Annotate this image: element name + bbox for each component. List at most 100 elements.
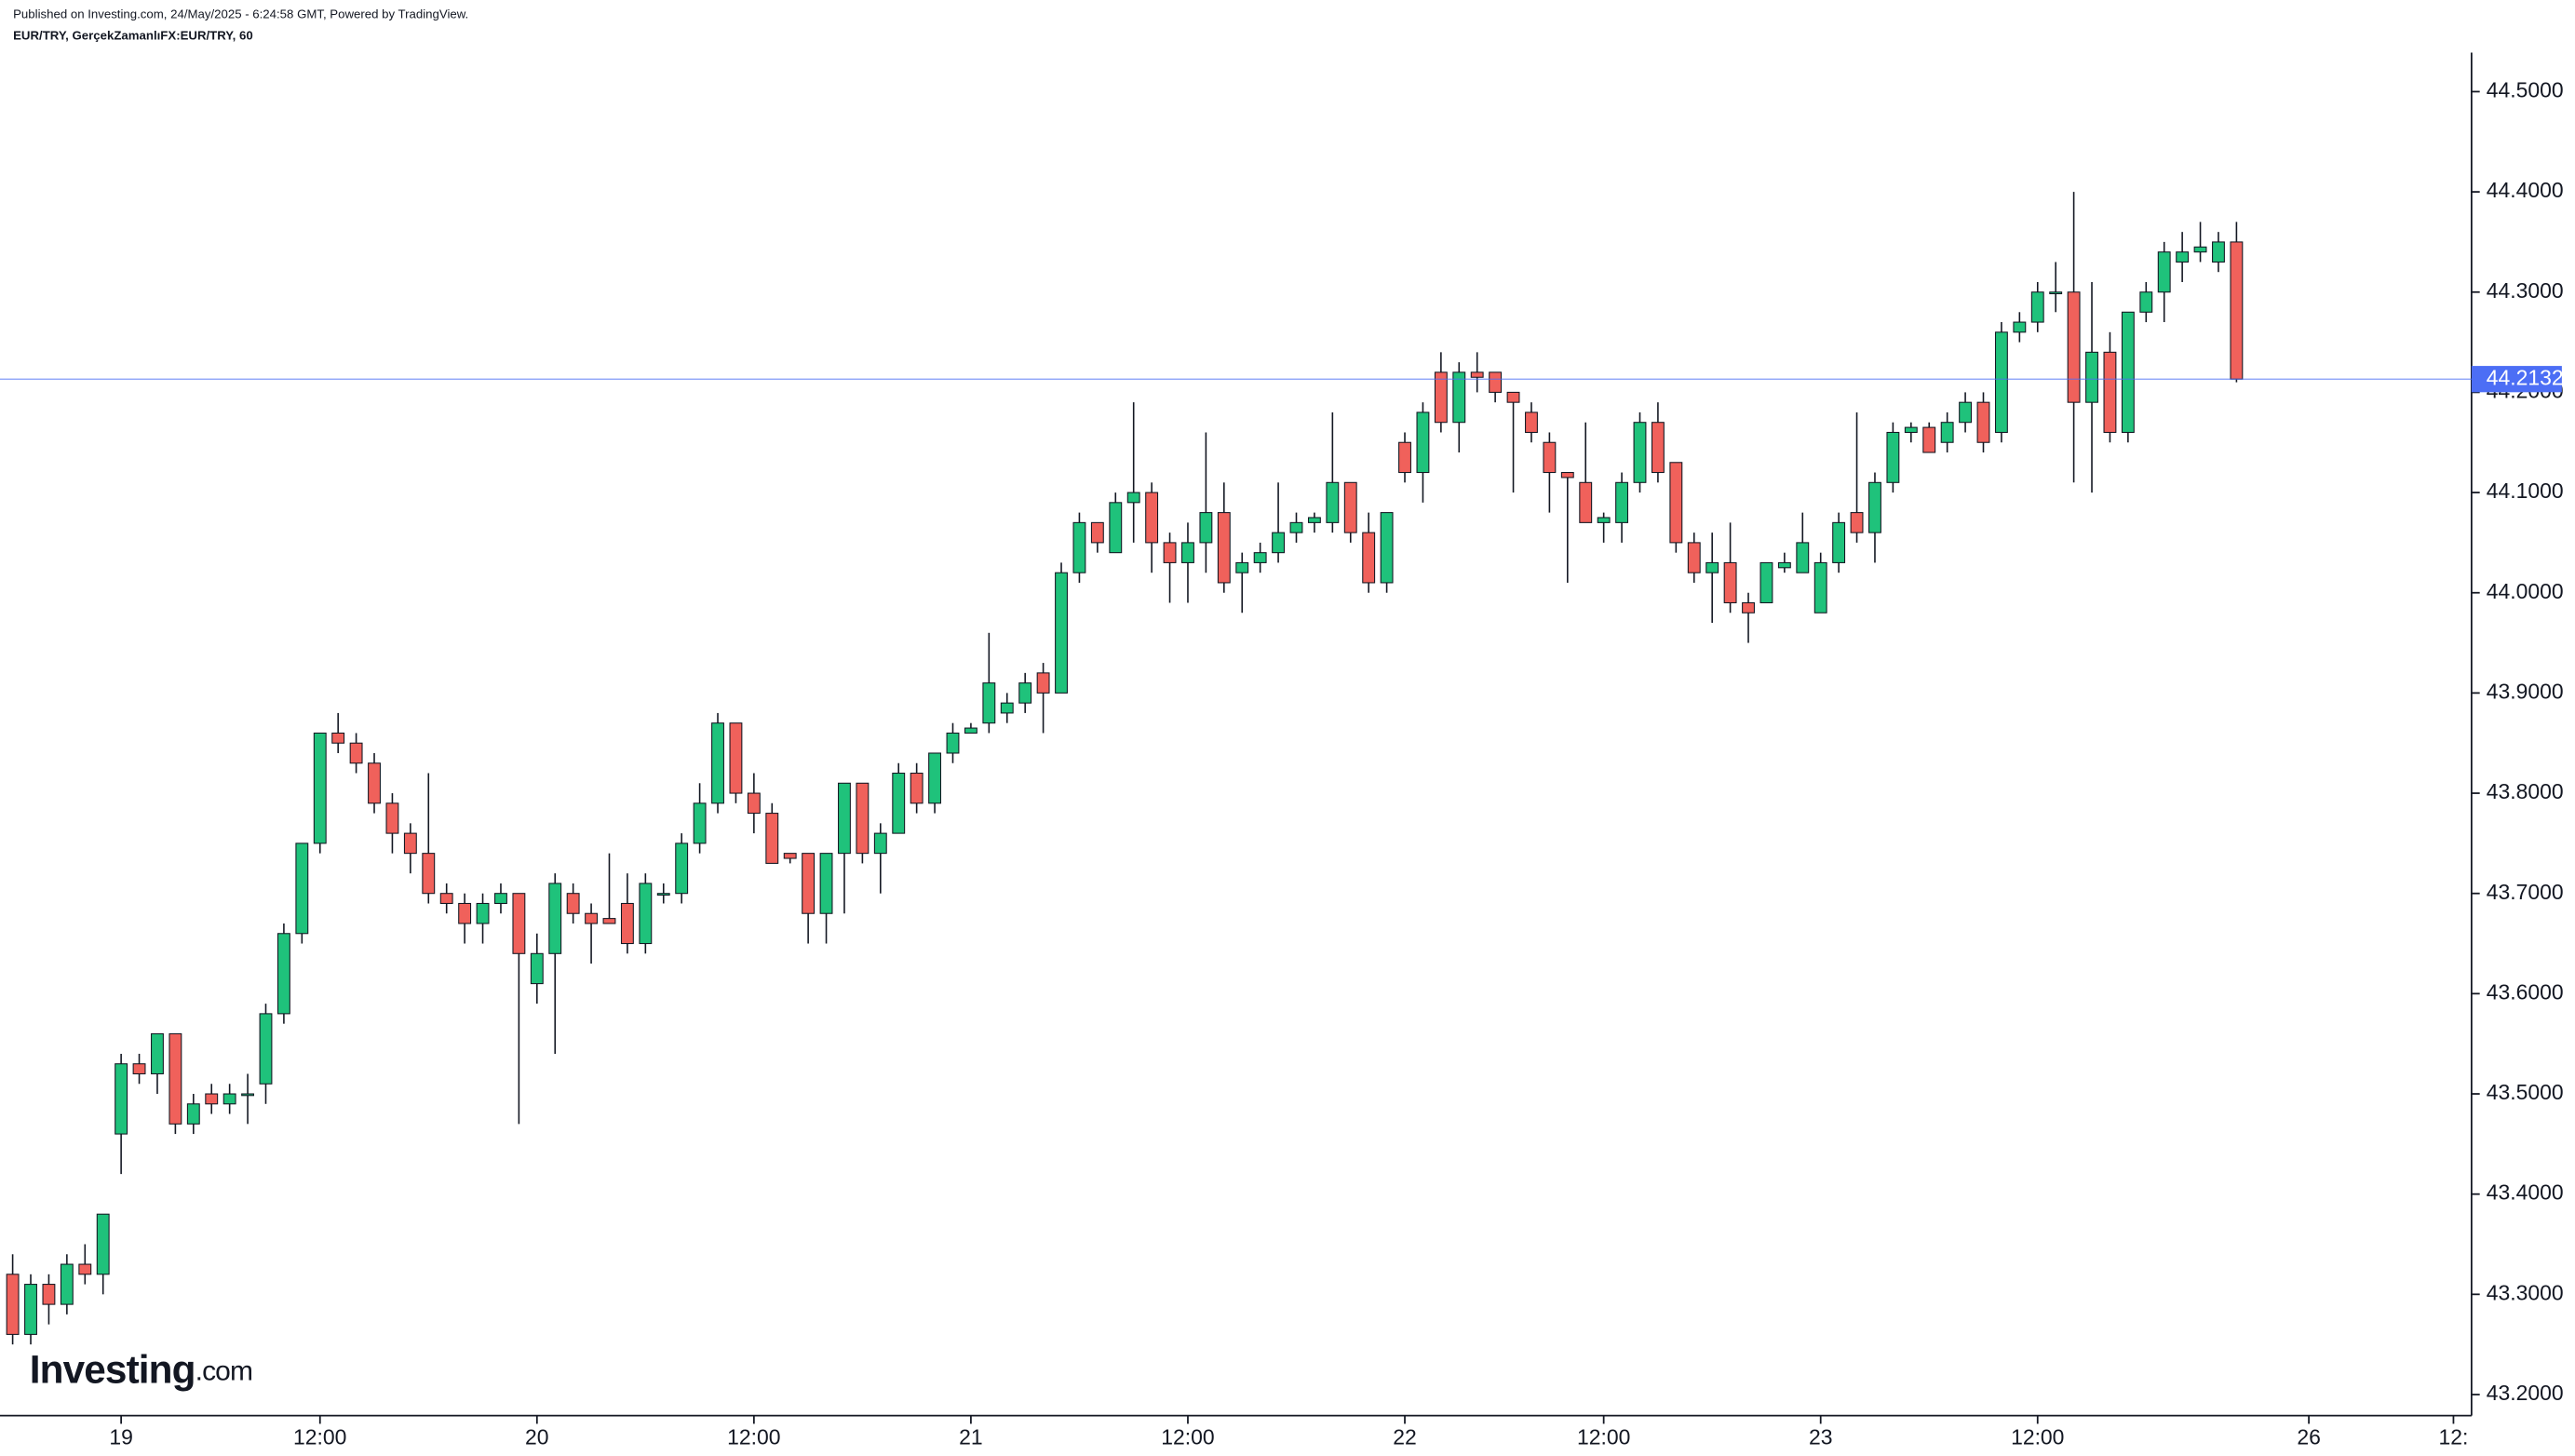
- candle-body: [1289, 521, 1303, 533]
- candle-body: [2139, 291, 2153, 313]
- candle-body: [1380, 512, 1394, 584]
- y-tick-label: 44.5000: [2487, 77, 2564, 101]
- candle-body: [276, 933, 290, 1015]
- candle-body: [639, 883, 653, 945]
- candle-body: [1326, 481, 1340, 523]
- candle-body: [78, 1263, 92, 1275]
- candle-body: [439, 893, 453, 904]
- x-tick-label: 21: [959, 1424, 983, 1449]
- candle-body: [2230, 241, 2244, 380]
- candle-body: [2103, 351, 2117, 434]
- candle-body: [2049, 291, 2063, 295]
- candle-body: [1145, 492, 1159, 544]
- candle-body: [1217, 512, 1231, 584]
- published-note: Published on Investing.com, 24/May/2025 …: [13, 7, 468, 20]
- candle-body: [873, 832, 887, 855]
- candle-body: [132, 1063, 146, 1075]
- x-tick-label: 12:00: [1161, 1424, 1214, 1449]
- candle-body: [96, 1213, 110, 1275]
- candle-body: [783, 853, 797, 859]
- candle-body: [2157, 251, 2171, 293]
- x-tick-label: 12:: [2439, 1424, 2469, 1449]
- candle-body: [241, 1093, 255, 1097]
- candle-body: [24, 1284, 37, 1335]
- y-tick-label: 44.4000: [2487, 178, 2564, 202]
- candle-body: [892, 772, 906, 834]
- candle-body: [1506, 391, 1520, 403]
- candle-body: [295, 843, 309, 935]
- candle-body: [2030, 291, 2044, 323]
- candle-body: [729, 722, 743, 794]
- candle-body: [1398, 441, 1411, 474]
- candle-body: [1235, 561, 1249, 573]
- candle-body: [1868, 481, 1881, 533]
- candle-body: [1579, 481, 1593, 523]
- candle-body: [838, 782, 851, 855]
- logo-brand: Investing: [30, 1348, 195, 1392]
- x-tick-label: 26: [2297, 1424, 2320, 1449]
- candle-body: [1055, 572, 1068, 694]
- candle-body: [946, 732, 960, 754]
- candle-body: [403, 832, 417, 855]
- candle-body: [1307, 517, 1321, 523]
- x-tick-label: 22: [1393, 1424, 1417, 1449]
- candle-body: [1796, 542, 1810, 573]
- candle-body: [2085, 351, 2098, 403]
- candle-body: [205, 1093, 219, 1105]
- candle-body: [1253, 552, 1267, 563]
- candle-body: [1434, 371, 1448, 424]
- candle-body: [1343, 481, 1357, 533]
- candle-body: [458, 902, 472, 924]
- candle-body: [1994, 331, 2008, 434]
- logo-suffix: .com: [195, 1356, 252, 1387]
- candle-body: [2013, 321, 2027, 333]
- candle-body: [1000, 702, 1014, 714]
- candle-body: [331, 732, 345, 744]
- candle-body: [928, 752, 942, 804]
- candle-body: [1126, 492, 1140, 504]
- candle-body: [494, 893, 507, 904]
- y-tick-label: 43.7000: [2487, 880, 2564, 904]
- y-tick-label: 44.0000: [2487, 579, 2564, 603]
- candle-body: [1723, 561, 1737, 604]
- candle-body: [1850, 512, 1864, 533]
- candle-body: [711, 722, 724, 804]
- candle-body: [1489, 371, 1503, 393]
- candle-body: [765, 813, 779, 864]
- candle-body: [512, 893, 526, 954]
- candle-body: [910, 772, 923, 804]
- candle-body: [530, 952, 544, 985]
- candle-body: [693, 802, 707, 844]
- candle-body: [1922, 426, 1936, 453]
- y-tick-label: 43.6000: [2487, 979, 2564, 1004]
- y-tick-label: 44.1000: [2487, 479, 2564, 503]
- candle-body: [1362, 532, 1376, 584]
- candle-body: [1163, 542, 1177, 563]
- candle-body: [1109, 502, 1123, 554]
- candle-body: [1181, 542, 1194, 563]
- candle-body: [585, 912, 599, 924]
- candle-body: [222, 1093, 236, 1105]
- candle-body: [602, 918, 616, 924]
- candle-body: [169, 1032, 182, 1125]
- y-tick-label: 43.2000: [2487, 1381, 2564, 1405]
- x-tick-label: 12:00: [2011, 1424, 2064, 1449]
- candle-body: [1543, 441, 1557, 474]
- last-price-label: 44.2132: [2487, 365, 2564, 389]
- candle-body: [2212, 241, 2225, 263]
- candle-body: [1777, 561, 1791, 569]
- candle-body: [1470, 371, 1484, 378]
- candle-body: [2193, 246, 2207, 253]
- candle-body: [1199, 512, 1213, 544]
- candle-body: [115, 1063, 128, 1135]
- x-tick-label: 12:00: [293, 1424, 346, 1449]
- candle-body: [186, 1103, 200, 1125]
- candle-body: [1018, 682, 1032, 704]
- candle-body: [675, 843, 689, 895]
- candle-body: [151, 1032, 164, 1075]
- x-tick-label: 23: [1809, 1424, 1832, 1449]
- candle-body: [349, 742, 363, 764]
- candle-body: [2121, 311, 2135, 434]
- y-tick-label: 43.9000: [2487, 679, 2564, 703]
